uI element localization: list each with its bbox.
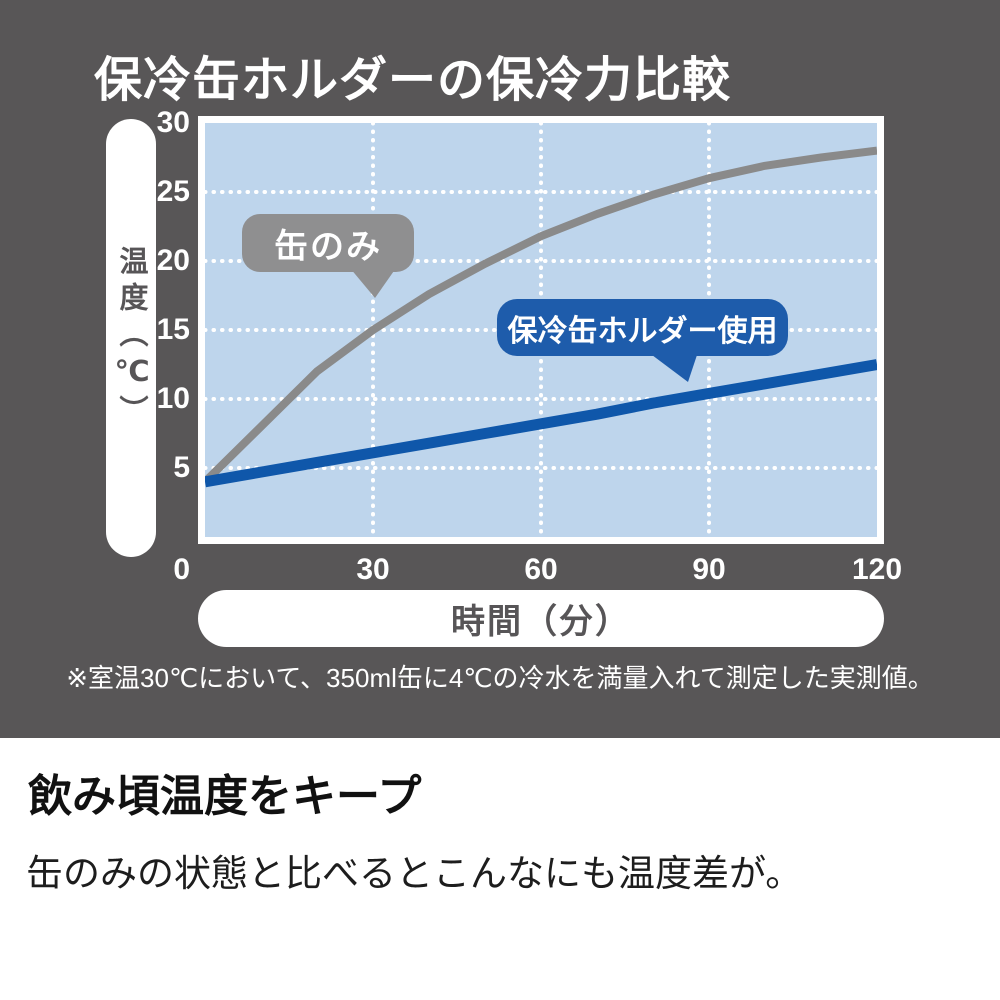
x-axis-label-pill: 時間（分） [198, 590, 884, 647]
blue-badge-tail [648, 352, 698, 382]
origin-tick-label: 0 [173, 553, 190, 586]
series-line-can-only [205, 146, 877, 485]
section-heading: 飲み頃温度をキープ [28, 772, 422, 821]
series-line-holder [205, 359, 877, 488]
chart-title: 保冷缶ホルダーの保冷力比較 [94, 54, 732, 107]
gray-badge-tail [350, 268, 396, 298]
y-tick-label: 10 [156, 382, 190, 415]
series-badge-can-only: 缶のみ [242, 214, 414, 272]
x-axis-label: 時間（分） [451, 603, 631, 641]
x-tick-label: 120 [851, 553, 903, 586]
y-tick-label: 30 [156, 106, 190, 139]
y-tick-label: 15 [156, 313, 190, 346]
x-tick-label: 30 [356, 553, 390, 586]
y-tick-label: 20 [156, 244, 190, 277]
x-tick-label: 90 [692, 553, 726, 586]
y-axis-label-pill: 温度（℃） [106, 119, 156, 557]
y-axis-label: 温度（℃） [115, 245, 147, 431]
y-tick-label: 25 [156, 175, 190, 208]
series-badge-holder: 保冷缶ホルダー使用 [497, 299, 788, 356]
chart-panel: 保冷缶ホルダーの保冷力比較 温度（℃） 5 10 15 20 25 30 0 30 60 90 12… [0, 0, 1000, 738]
measurement-footnote: ※室温30℃において、350ml缶に4℃の冷水を満量入れて測定した実測値。 [66, 663, 934, 693]
section-body: 缶のみの状態と比べるとこんなにも温度差が。 [26, 853, 803, 894]
x-tick-label: 60 [524, 553, 558, 586]
y-tick-label: 5 [173, 451, 190, 484]
